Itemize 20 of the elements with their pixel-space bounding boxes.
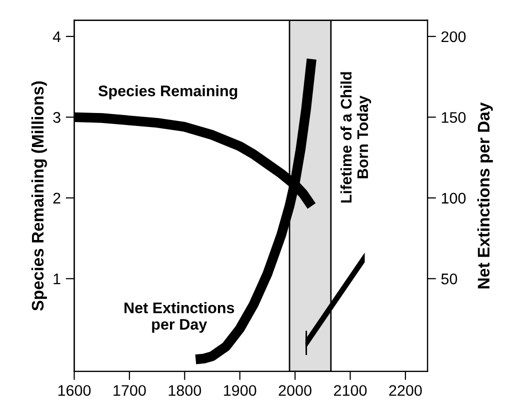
series-label: Net Extinctions per Day — [124, 302, 234, 333]
y-tick-label: 3 — [53, 112, 60, 123]
x-tick-label: 1800 — [168, 385, 202, 396]
x-tick-label: 2000 — [278, 385, 312, 396]
y2-tick-label: 150 — [442, 112, 466, 123]
y2-axis-title: Net Extinctions per Day — [477, 102, 493, 288]
y-tick-label: 2 — [53, 192, 60, 204]
x-tick-label: 2100 — [334, 385, 367, 396]
x-tick-label: 2200 — [389, 385, 422, 396]
y-axis-title: Species Remaining (Millions) — [31, 81, 47, 311]
x-tick-label: 1600 — [58, 385, 91, 396]
x-tick-label: 1900 — [224, 385, 256, 396]
x-tick-label: 1700 — [114, 385, 146, 396]
y2-tick-label: 100 — [442, 192, 466, 204]
y2-tick-label: 200 — [441, 31, 466, 42]
y2-tick-label: 50 — [441, 274, 458, 284]
y-tick-label: 4 — [52, 31, 61, 42]
series-label: Species Remaining — [98, 85, 238, 100]
band-label: Lifetime of a Child Born Today — [340, 72, 372, 203]
y-tick-label: 1 — [54, 274, 60, 284]
